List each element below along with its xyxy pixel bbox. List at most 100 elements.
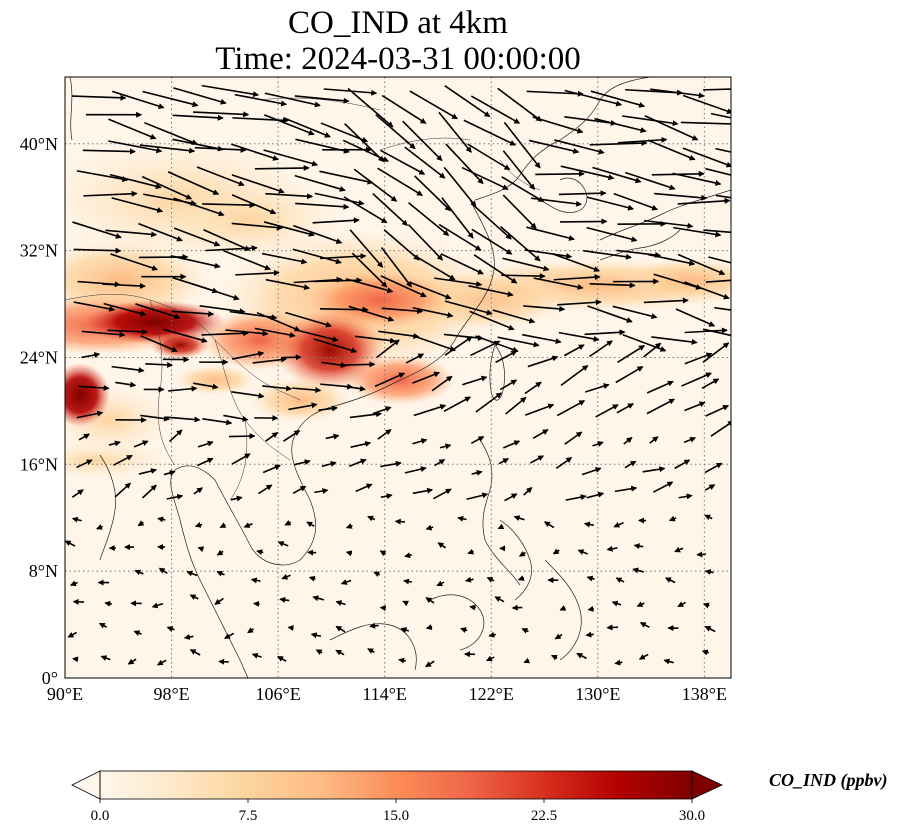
- wind-arrow: [216, 570, 225, 577]
- wind-arrow: [223, 414, 249, 422]
- wind-arrow: [584, 329, 626, 336]
- wind-arrow: [413, 404, 447, 417]
- wind-arrow: [470, 340, 501, 357]
- wind-arrow: [592, 441, 604, 447]
- wind-arrow: [78, 384, 110, 391]
- lon-tick-label: 114°E: [362, 684, 407, 704]
- wind-arrow: [684, 352, 713, 365]
- wind-arrow: [529, 455, 545, 464]
- wind-arrow: [677, 197, 731, 205]
- wind-arrow: [644, 115, 699, 141]
- wind-arrow: [380, 275, 427, 298]
- longitude-tick-labels: 90°E 98°E 106°E 114°E 122°E 130°E 138°E: [47, 684, 727, 704]
- wind-arrow: [65, 540, 76, 547]
- wind-arrow: [436, 580, 445, 587]
- wind-arrow: [523, 657, 531, 664]
- wind-arrow: [441, 197, 474, 239]
- wind-arrow: [623, 437, 633, 445]
- wind-arrow: [400, 627, 410, 633]
- wind-arrow: [710, 112, 731, 119]
- wind-arrow: [471, 469, 483, 476]
- wind-arrow: [404, 146, 446, 179]
- wind-arrow: [162, 328, 208, 343]
- wind-arrow: [457, 515, 467, 522]
- wind-arrow: [412, 334, 457, 352]
- wind-arrow: [501, 176, 545, 203]
- wind-arrow: [373, 571, 381, 578]
- lon-tick-label: 122°E: [469, 684, 514, 704]
- lat-tick-label: 24°N: [20, 347, 58, 367]
- wind-arrow: [651, 336, 698, 345]
- wind-arrow: [497, 336, 540, 348]
- wind-arrow: [262, 464, 281, 474]
- wind-arrow: [485, 655, 495, 662]
- lon-tick-label: 98°E: [153, 684, 189, 704]
- wind-arrow: [471, 228, 513, 255]
- lon-tick-label: 138°E: [682, 684, 727, 704]
- wind-arrow: [440, 253, 484, 275]
- wind-arrow: [344, 385, 366, 392]
- wind-arrow: [552, 253, 601, 272]
- wind-arrow: [256, 549, 264, 556]
- wind-arrow: [111, 197, 164, 213]
- wind-arrow: [589, 282, 636, 289]
- wind-arrow: [294, 95, 350, 104]
- wind-arrow: [166, 493, 184, 500]
- wind-arrow: [231, 453, 251, 465]
- wind-arrow: [625, 171, 676, 191]
- wind-arrow: [526, 226, 575, 241]
- wind-arrow: [78, 433, 90, 441]
- wind-arrow: [292, 485, 307, 495]
- wind-arrow: [523, 305, 566, 312]
- wind-arrow: [228, 433, 256, 440]
- wind-arrow: [265, 278, 311, 291]
- wind-arrow: [404, 552, 412, 559]
- wind-arrow: [156, 659, 167, 666]
- wind-arrow: [499, 379, 518, 391]
- wind-arrow: [355, 483, 373, 493]
- wind-arrow: [677, 601, 686, 608]
- wind-arrow: [473, 254, 518, 284]
- wind-arrow: [472, 203, 512, 240]
- wind-arrow: [502, 150, 536, 191]
- wind-arrow: [464, 576, 474, 583]
- wind-arrow: [617, 136, 668, 144]
- wind-arrow: [142, 90, 199, 108]
- wind-arrow: [251, 652, 262, 659]
- wind-arrow: [140, 414, 170, 422]
- wind-arrow: [283, 117, 331, 138]
- wind-arrow: [467, 548, 475, 555]
- wind-arrow: [287, 625, 294, 631]
- wind-arrow: [83, 190, 138, 197]
- map-frame: [64, 76, 732, 679]
- wind-arrow: [433, 488, 452, 500]
- wind-arrow: [614, 659, 623, 666]
- wind-arrow: [189, 649, 201, 656]
- wind-arrow: [379, 550, 387, 557]
- wind-arrow: [466, 492, 489, 501]
- wind-arrow: [523, 487, 533, 496]
- wind-arrow: [383, 229, 420, 261]
- wind-arrow: [113, 454, 133, 466]
- wind-arrow: [381, 94, 427, 124]
- wind-arrow: [105, 229, 158, 238]
- wind-arrow: [492, 309, 536, 324]
- wind-arrow: [438, 223, 482, 251]
- wind-arrow: [560, 165, 615, 181]
- wind-arrow: [589, 140, 648, 147]
- wind-arrow: [557, 299, 602, 306]
- wind-arrow: [193, 487, 203, 495]
- wind-arrow: [230, 495, 243, 502]
- wind-arrow: [647, 139, 696, 161]
- wind-arrow: [256, 311, 301, 332]
- wind-arrow: [412, 438, 428, 445]
- wind-arrow: [367, 648, 375, 654]
- wind-arrow: [232, 350, 265, 360]
- wind-arrow: [444, 300, 493, 316]
- wind-arrow: [372, 406, 392, 415]
- wind-arrow: [558, 190, 607, 197]
- lat-tick-label: 8°N: [29, 561, 58, 581]
- wind-arrow: [377, 429, 392, 440]
- wind-arrow: [285, 311, 332, 328]
